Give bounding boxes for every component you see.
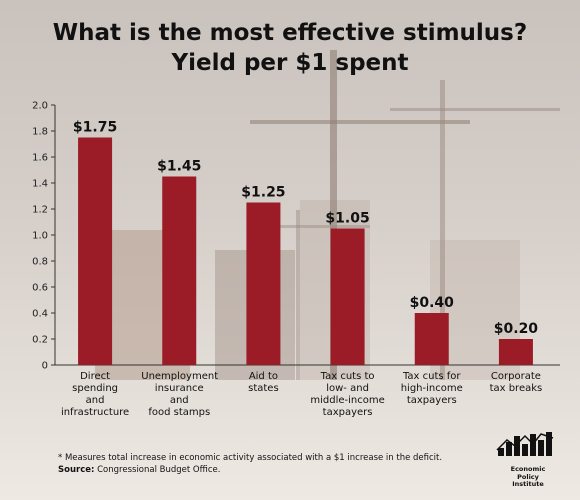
logo-text-line3: Institute (512, 480, 544, 488)
bar (414, 313, 449, 365)
y-tick-label: 0.6 (32, 283, 48, 294)
y-tick-label: 0.2 (32, 335, 48, 346)
x-tick-label: Tax cuts to low- and middle-income taxpayer… (310, 371, 386, 419)
y-tick-label: 2.0 (32, 101, 48, 112)
bar (162, 176, 197, 365)
data-label: $1.45 (157, 159, 201, 175)
x-tick-label-line: Direct (80, 371, 111, 382)
background-crane-arm (250, 225, 370, 228)
x-tick-label-line: taxpayers (406, 395, 457, 406)
logo-text-line1: Economic (510, 465, 546, 473)
x-tick-label: Direct spending and infrastructure (57, 371, 133, 419)
x-tick-label-line: middle-income (310, 395, 385, 406)
logo-text-line2: Policy (517, 472, 539, 481)
bar (498, 339, 533, 365)
background-crane (440, 80, 445, 380)
y-tick-label: 1.4 (32, 179, 48, 190)
y-tick-label: 1.0 (32, 231, 48, 242)
data-label: $1.25 (241, 185, 285, 201)
background-crane (296, 210, 300, 380)
x-tick-label-line: food stamps (148, 407, 211, 418)
x-tick-label: Unemployment insurance and food stamps (141, 371, 219, 419)
chart-title-line1: What is the most effective stimulus? (52, 20, 528, 46)
x-tick-label-line: and (85, 395, 105, 406)
x-tick-label-line: Aid to (248, 371, 278, 382)
data-label: $0.40 (410, 295, 455, 311)
bar (246, 202, 281, 365)
x-tick-label-line: insurance (154, 383, 204, 394)
x-tick-label-line: Tax cuts for (402, 371, 461, 382)
bar (330, 228, 365, 365)
x-tick-label-line: tax breaks (489, 383, 543, 394)
y-axis: 0 0.2 0.4 0.6 0.8 1.0 1.2 1.4 1.6 1.8 2.0 (32, 101, 560, 372)
x-tick-label-line: infrastructure (60, 407, 130, 418)
y-tick-label: 1.2 (32, 205, 48, 216)
y-tick-label: 0.8 (32, 257, 48, 268)
x-tick-label: Corporate tax breaks (478, 371, 554, 395)
y-tick-label: 0.4 (32, 309, 48, 320)
y-tick-label: 1.8 (32, 127, 48, 138)
data-labels: $1.75 $1.45 $1.25 $1.05 $0.40 $0.20 (73, 120, 538, 338)
bars (78, 137, 533, 365)
y-tick-label: 0 (42, 361, 48, 372)
bar (78, 137, 113, 365)
logo-text: Economic Policy Institute (500, 465, 556, 489)
x-tick-label: Tax cuts for high-income taxpayers (394, 371, 470, 407)
source-line: Source: Congressional Budget Office. (58, 465, 220, 475)
x-tick-label-line: high-income (400, 383, 463, 394)
x-tick-label: Aid to states (225, 371, 301, 395)
x-tick-label-line: Tax cuts to (320, 371, 375, 382)
x-tick-label-line: Corporate (490, 371, 541, 382)
source-text: Congressional Budget Office. (97, 465, 221, 475)
x-tick-label-line: taxpayers (322, 407, 373, 418)
data-label: $1.05 (325, 211, 369, 227)
background-crane-arm (250, 120, 470, 124)
x-tick-label-line: Unemployment (141, 371, 219, 382)
data-label: $1.75 (73, 120, 117, 136)
background-crane (330, 50, 337, 380)
data-label: $0.20 (494, 321, 539, 337)
chart-title: What is the most effective stimulus? Yie… (0, 18, 580, 78)
y-tick-label: 1.6 (32, 153, 48, 164)
epi-logo-icon (496, 432, 554, 456)
footnote: * Measures total increase in economic ac… (58, 453, 443, 463)
source-label: Source: (58, 465, 95, 475)
chart-title-line2: Yield per $1 spent (171, 50, 409, 76)
x-tick-label-line: and (169, 395, 189, 406)
background-crane-arm (390, 108, 560, 111)
x-tick-label-line: low- and (326, 383, 369, 394)
x-tick-label-line: spending (72, 383, 118, 394)
x-tick-label-line: states (248, 383, 279, 394)
